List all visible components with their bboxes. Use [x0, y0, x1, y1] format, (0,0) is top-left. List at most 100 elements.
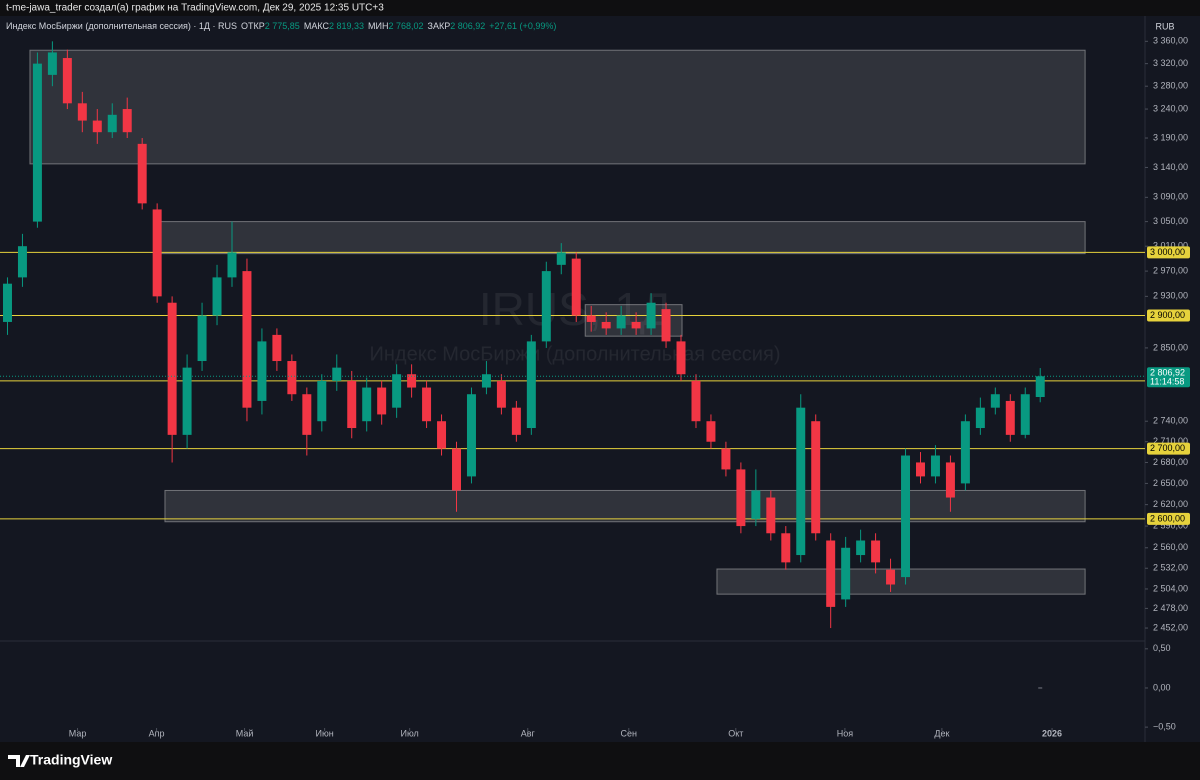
y-tick-label: 3 360,00 [1153, 36, 1188, 46]
candle-body [811, 421, 821, 534]
candle-body [197, 315, 207, 362]
candle-body [916, 462, 925, 477]
zone [154, 221, 1086, 255]
candle-body [526, 341, 536, 429]
candle-body [317, 380, 327, 422]
candle-body [586, 315, 596, 322]
y-tick-label: −0,50 [1153, 721, 1176, 731]
candle-body [362, 387, 372, 422]
x-tick-label: Ноя [837, 728, 854, 738]
price-line-tag [1147, 442, 1190, 455]
legend-value: 2 806,92 [450, 21, 485, 31]
x-tick-label: Дек [934, 728, 949, 738]
candle-body [17, 246, 27, 278]
candle-body [571, 258, 581, 316]
y-tick-label: 2 710,00 [1153, 436, 1188, 446]
y-tick-label: 3 010,00 [1153, 241, 1188, 251]
candle-body [272, 334, 282, 362]
candle-body [242, 271, 252, 408]
y-tick-label: 2 560,00 [1153, 542, 1188, 552]
candle-body [901, 455, 911, 578]
candle-body [92, 120, 102, 133]
price-line-tag [1147, 246, 1190, 259]
legend-label: МАКС [304, 21, 330, 31]
y-tick-label: 0,00 [1153, 682, 1171, 692]
candle-body [287, 361, 297, 395]
candle-body [452, 448, 461, 491]
candle-body [332, 367, 342, 381]
zone [29, 49, 1086, 165]
candle-body [1020, 394, 1030, 435]
y-tick-label: 3 320,00 [1153, 58, 1188, 68]
x-tick-label: 2026 [1042, 728, 1062, 738]
x-tick-label: Окт [728, 728, 743, 738]
currency[interactable]: RUB [1155, 21, 1174, 31]
y-tick-label: 3 050,00 [1153, 216, 1188, 226]
brand-name: TradingView [30, 752, 112, 768]
legend-title: Индекс МосБиржи (дополнительная сессия) … [6, 21, 237, 31]
price-line-label: 2 600,00 [1150, 513, 1185, 523]
y-tick-label: 2 590,00 [1153, 520, 1188, 530]
candle-body [152, 209, 162, 297]
legend-change: +27,61 (+0,99%) [489, 21, 556, 31]
y-tick-label: 2 650,00 [1153, 478, 1188, 488]
candle-body [601, 321, 611, 329]
brand: TradingView [8, 752, 112, 768]
y-tick-label: 2 970,00 [1153, 265, 1188, 275]
candle-body [77, 103, 87, 121]
legend: Индекс МосБиржи (дополнительная сессия) … [6, 21, 556, 31]
price-line-label: 2 700,00 [1150, 443, 1185, 453]
legend-label: ЗАКР [428, 21, 451, 31]
x-tick-label: Мар [69, 728, 87, 738]
y-tick-label: 3 140,00 [1153, 162, 1188, 172]
legend-value: 2 775,85 [265, 21, 300, 31]
candle-body [826, 540, 836, 607]
candle-body [122, 109, 132, 133]
candle-body [392, 374, 402, 408]
y-tick-label: 0,50 [1153, 643, 1171, 653]
candle-body [796, 407, 806, 556]
candle-body [257, 341, 267, 401]
candle-body [167, 302, 177, 435]
candle-body [856, 540, 866, 556]
candle-body [975, 407, 985, 429]
candle-body [781, 533, 791, 563]
candle-body [347, 380, 357, 429]
y-tick-label: 2 478,00 [1153, 603, 1188, 613]
y-tick-label: 2 532,00 [1153, 563, 1188, 573]
x-tick-label: Май [236, 728, 254, 738]
y-tick-label: 3 090,00 [1153, 192, 1188, 202]
x-tick-label: Июн [316, 728, 334, 738]
candle-body [47, 52, 57, 75]
candle-body [691, 380, 701, 422]
candle-body [886, 569, 896, 585]
legend-label: ОТКР [241, 21, 265, 31]
candle-body [766, 497, 776, 534]
x-tick-label: Июл [401, 728, 419, 738]
price-line-label: 3 000,00 [1150, 247, 1185, 257]
candle-body [556, 252, 566, 265]
chart-area [0, 16, 1200, 742]
candle-body [377, 387, 387, 415]
candle-body [437, 421, 447, 449]
x-tick-label: Сен [621, 728, 638, 738]
last-price-tag [1147, 367, 1190, 388]
y-tick-label: 2 850,00 [1153, 342, 1188, 352]
candle-body [706, 421, 716, 442]
y-tick-label: 2 620,00 [1153, 499, 1188, 509]
candle-body [1005, 400, 1015, 435]
legend-value: 2 768,02 [389, 21, 424, 31]
credit: t-me-jawa_trader создал(а) график на Tra… [6, 2, 384, 14]
watermark-description: Индекс МосБиржи (дополнительная сессия) [370, 343, 781, 365]
candle-body [212, 277, 222, 316]
candle-body [990, 394, 1000, 408]
candle-body [62, 58, 72, 104]
candle-body [2, 283, 12, 322]
zone [164, 489, 1086, 523]
candle-body [466, 394, 476, 477]
candle-body [676, 341, 686, 375]
x-tick-label: Апр [149, 728, 165, 738]
y-tick-label: 2 452,00 [1153, 622, 1188, 632]
countdown: 11:14:58 [1150, 377, 1184, 387]
